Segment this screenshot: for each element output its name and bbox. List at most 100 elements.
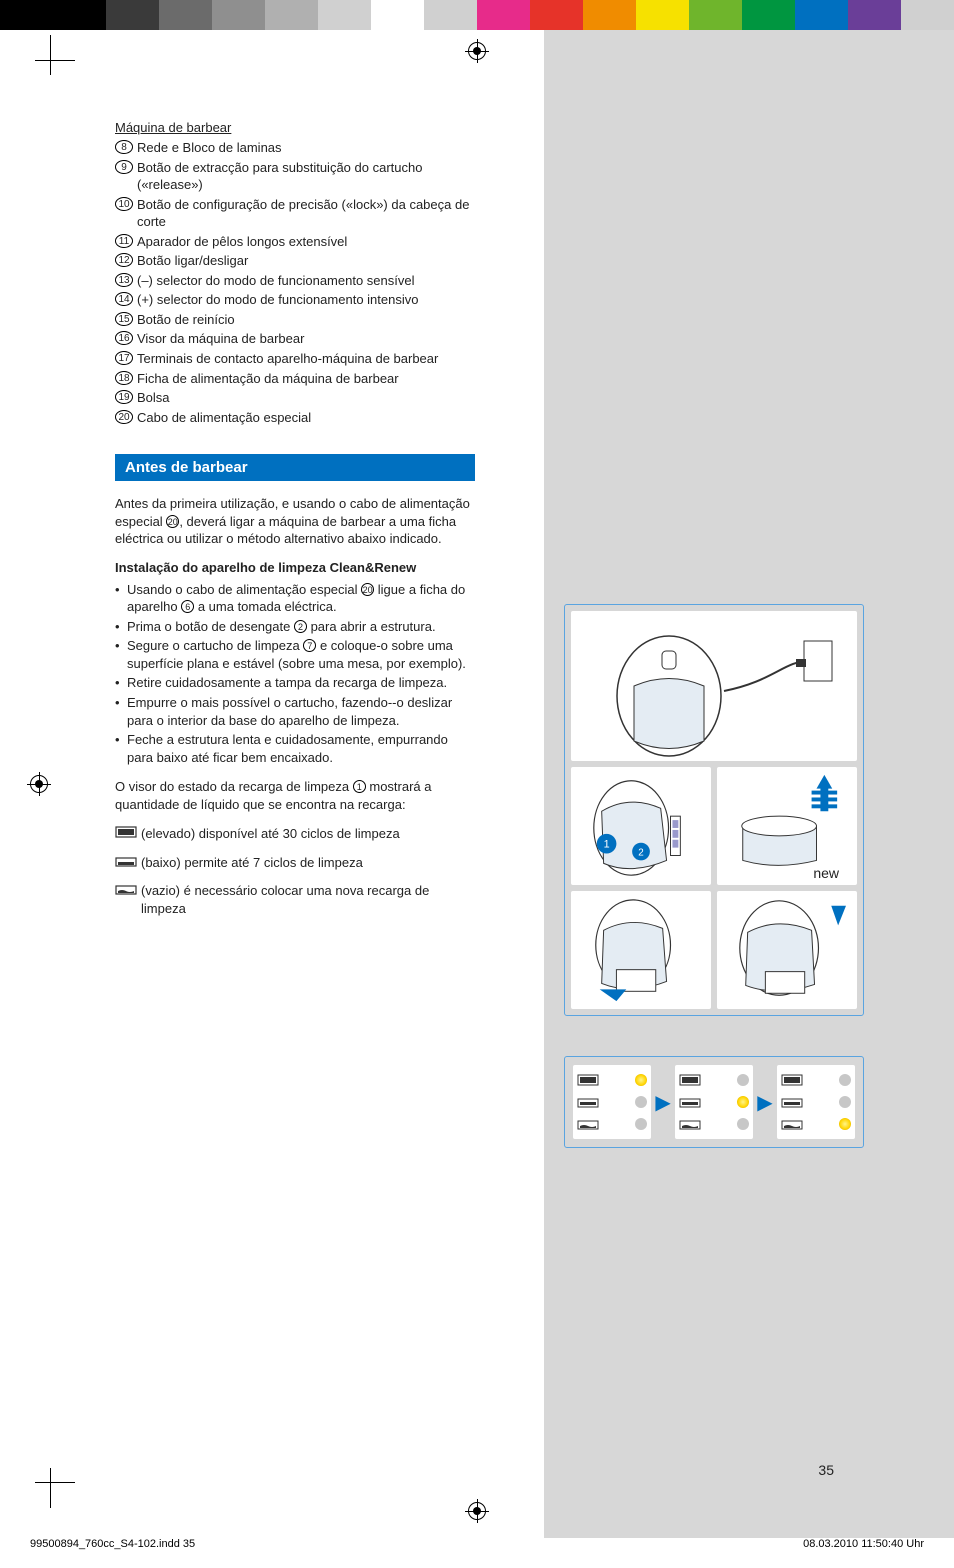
level-icon [115,854,141,873]
parts-item: 10 Botão de configuração de precisão («lo… [115,196,475,231]
status-item: (vazio) é necessário colocar uma nova re… [115,882,475,917]
led-off-icon [737,1118,749,1130]
indicator-group: ▶ ▶ [564,1056,864,1148]
led-off-icon [635,1096,647,1108]
part-number-icon: 12 [115,253,133,267]
led-off-icon [635,1118,647,1130]
color-bars [0,0,954,30]
status-text: (elevado) disponível até 30 ciclos de li… [141,825,400,844]
part-number-icon: 8 [115,140,133,154]
install-bullet: Retire cuidadosamente a tampa da recarga… [115,674,475,692]
illustration-cartridge-new: new [717,767,857,885]
status-item: (elevado) disponível até 30 ciclos de li… [115,825,475,844]
part-text: Botão de extracção para substituição do … [137,159,475,194]
section-header: Antes de barbear [115,454,475,481]
ref-number-icon: 2 [294,620,307,633]
status-item: (baixo) permite até 7 ciclos de limpeza [115,854,475,873]
led-off-icon [737,1074,749,1086]
footer-timestamp: 08.03.2010 11:50:40 Uhr [803,1538,924,1550]
led-off-icon [839,1096,851,1108]
crop-mark-tl [50,35,90,75]
led-off-icon [839,1074,851,1086]
new-label: new [813,865,839,881]
parts-item: 14 (+) selector do modo de funcionamento … [115,291,475,309]
page: Máquina de barbear 8 Rede e Bloco de lami… [0,0,954,1568]
ref-number-icon: 6 [181,600,194,613]
parts-item: 19 Bolsa [115,389,475,407]
parts-item: 11 Aparador de pêlos longos extensível [115,233,475,251]
arrow-right-icon: ▶ [655,1090,670,1115]
install-bullet: Usando o cabo de alimentação especial 20… [115,581,475,616]
indicator-panel-2 [675,1065,753,1139]
ref-number-icon: 20 [166,515,179,528]
part-number-icon: 9 [115,160,133,174]
illustration-panel: 1 2 new [564,604,864,1148]
parts-item: 12 Botão ligar/desligar [115,252,475,270]
part-text: Visor da máquina de barbear [137,330,304,348]
part-text: (+) selector do modo de funcionamento in… [137,291,418,309]
parts-item: 13 (–) selector do modo de funcionamento … [115,272,475,290]
footer-filename: 99500894_760cc_S4-102.indd 35 [30,1538,195,1550]
registration-mark-left [30,775,48,793]
ref-number-icon: 20 [361,583,374,596]
svg-text:1: 1 [604,839,610,851]
part-text: Ficha de alimentação da máquina de barbe… [137,370,399,388]
page-number: 35 [818,1462,834,1478]
illustration-open: 1 2 [571,767,711,885]
crop-mark-bl [50,1468,90,1508]
part-number-icon: 19 [115,390,133,404]
part-text: Botão ligar/desligar [137,252,248,270]
part-text: Botão de configuração de precisão («lock… [137,196,475,231]
illustration-plug [571,611,857,761]
status-list: (elevado) disponível até 30 ciclos de li… [115,825,475,917]
ref-number-icon: 7 [303,639,316,652]
parts-item: 20 Cabo de alimentação especial [115,409,475,427]
install-bullet: Prima o botão de desengate 2 para abrir … [115,618,475,636]
parts-item: 9 Botão de extracção para substituição do… [115,159,475,194]
led-on-icon [839,1118,851,1130]
parts-item: 17Terminais de contacto aparelho-máquina… [115,350,475,368]
visor-paragraph: O visor do estado da recarga de limpeza … [115,778,475,813]
indicator-panel-1 [573,1065,651,1139]
svg-text:2: 2 [638,848,643,859]
part-text: Cabo de alimentação especial [137,409,311,427]
parts-item: 15Botão de reinício [115,311,475,329]
part-text: Rede e Bloco de laminas [137,139,282,157]
install-bullet: Feche a estrutura lenta e cuidadosamente… [115,731,475,766]
status-text: (baixo) permite até 7 ciclos de limpeza [141,854,363,873]
intro-paragraph: Antes da primeira utilização, e usando o… [115,495,475,548]
part-number-icon: 15 [115,312,133,326]
part-number-icon: 10 [115,197,133,211]
install-bullets: Usando o cabo de alimentação especial 20… [115,581,475,766]
part-number-icon: 14 [115,292,133,306]
level-icon [115,825,141,844]
install-heading: Instalação do aparelho de limpeza Clean&… [115,560,475,577]
parts-title: Máquina de barbear [115,120,475,135]
led-on-icon [737,1096,749,1108]
content-column: Máquina de barbear 8 Rede e Bloco de lami… [115,120,475,927]
led-on-icon [635,1074,647,1086]
status-text: (vazio) é necessário colocar uma nova re… [141,882,475,917]
part-text: Bolsa [137,389,170,407]
install-bullet: Empurre o mais possível o cartucho, faze… [115,694,475,729]
part-text: (–) selector do modo de funcionamento se… [137,272,415,290]
part-number-icon: 16 [115,331,133,345]
part-text: Aparador de pêlos longos extensível [137,233,347,251]
indicator-panel-3 [777,1065,855,1139]
registration-mark-top [468,42,486,60]
part-number-icon: 20 [115,410,133,424]
parts-item: 18Ficha de alimentação da máquina de bar… [115,370,475,388]
part-number-icon: 11 [115,234,133,248]
install-bullet: Segure o cartucho de limpeza 7 e coloque… [115,637,475,672]
parts-item: 16 Visor da máquina de barbear [115,330,475,348]
part-number-icon: 13 [115,273,133,287]
arrow-right-icon: ▶ [757,1090,772,1115]
parts-list: 8 Rede e Bloco de laminas 9 Botão de extrac… [115,139,475,426]
parts-item: 8 Rede e Bloco de laminas [115,139,475,157]
registration-mark-bottom [468,1502,486,1520]
part-number-icon: 17 [115,351,133,365]
footer: 99500894_760cc_S4-102.indd 35 08.03.2010… [30,1538,924,1550]
illustration-close [717,891,857,1009]
illustration-insert [571,891,711,1009]
ref-number-icon: 1 [353,780,366,793]
